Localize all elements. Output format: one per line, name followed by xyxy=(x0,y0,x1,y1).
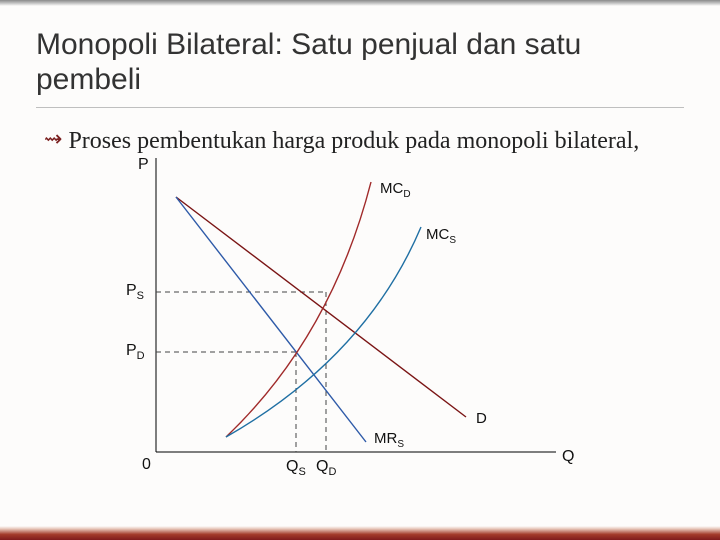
chart-label: D xyxy=(476,410,487,427)
chart-label: PD xyxy=(126,342,145,362)
bottom-accent-bar xyxy=(0,526,720,540)
chart-label: Q xyxy=(562,448,574,466)
chart-label: QS xyxy=(286,458,306,478)
chart-label: MCS xyxy=(426,226,456,246)
chart-label: MRS xyxy=(374,430,404,450)
slide-content: Monopoli Bilateral: Satu penjual dan sat… xyxy=(0,0,720,512)
chart-label: 0 xyxy=(142,456,151,474)
chart-svg xyxy=(96,152,576,492)
chart-label: PS xyxy=(126,282,144,302)
top-accent-bar xyxy=(0,0,720,6)
chart-label: MCD xyxy=(380,180,411,200)
chart-label: QD xyxy=(316,458,336,478)
slide-title: Monopoli Bilateral: Satu penjual dan sat… xyxy=(36,28,684,108)
chart-label: P xyxy=(138,156,149,174)
economics-chart: P 0 Q PS PD QS QD D MRS MCD MCS xyxy=(96,152,576,492)
bullet-arrow-icon: ⇝ xyxy=(44,126,62,152)
